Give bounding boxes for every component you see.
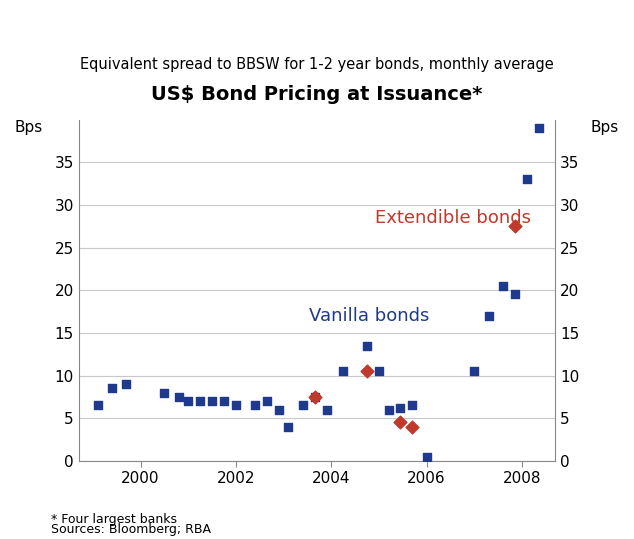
- Point: [183, 397, 193, 405]
- Point: [396, 418, 406, 427]
- Point: [510, 290, 520, 299]
- Point: [522, 175, 532, 184]
- Text: Extendible bonds: Extendible bonds: [375, 209, 531, 226]
- Point: [309, 392, 320, 401]
- Point: [174, 392, 184, 401]
- Point: [262, 397, 272, 405]
- Point: [362, 367, 372, 376]
- Point: [274, 405, 284, 414]
- Point: [407, 401, 417, 410]
- Point: [374, 367, 384, 376]
- Point: [469, 367, 479, 376]
- Point: [498, 281, 508, 290]
- Point: [309, 392, 320, 401]
- Point: [107, 384, 117, 392]
- Point: [321, 405, 332, 414]
- Point: [396, 404, 406, 412]
- Text: Vanilla bonds: Vanilla bonds: [309, 307, 430, 325]
- Point: [207, 397, 217, 405]
- Y-axis label: Bps: Bps: [591, 120, 619, 135]
- Point: [219, 397, 229, 405]
- Point: [297, 401, 307, 410]
- Point: [250, 401, 260, 410]
- Point: [283, 423, 294, 431]
- Point: [484, 312, 494, 320]
- Point: [93, 401, 103, 410]
- Text: Sources: Bloomberg; RBA: Sources: Bloomberg; RBA: [51, 523, 210, 536]
- Point: [422, 452, 432, 461]
- Title: US$ Bond Pricing at Issuance*: US$ Bond Pricing at Issuance*: [152, 85, 482, 104]
- Text: * Four largest banks: * Four largest banks: [51, 513, 177, 526]
- Text: Equivalent spread to BBSW for 1-2 year bonds, monthly average: Equivalent spread to BBSW for 1-2 year b…: [80, 57, 554, 72]
- Point: [338, 367, 348, 376]
- Point: [121, 380, 131, 389]
- Point: [195, 397, 205, 405]
- Point: [534, 124, 544, 133]
- Point: [407, 423, 417, 431]
- Point: [384, 405, 394, 414]
- Point: [362, 341, 372, 350]
- Point: [159, 388, 169, 397]
- Point: [510, 222, 520, 231]
- Y-axis label: Bps: Bps: [15, 120, 43, 135]
- Point: [231, 401, 241, 410]
